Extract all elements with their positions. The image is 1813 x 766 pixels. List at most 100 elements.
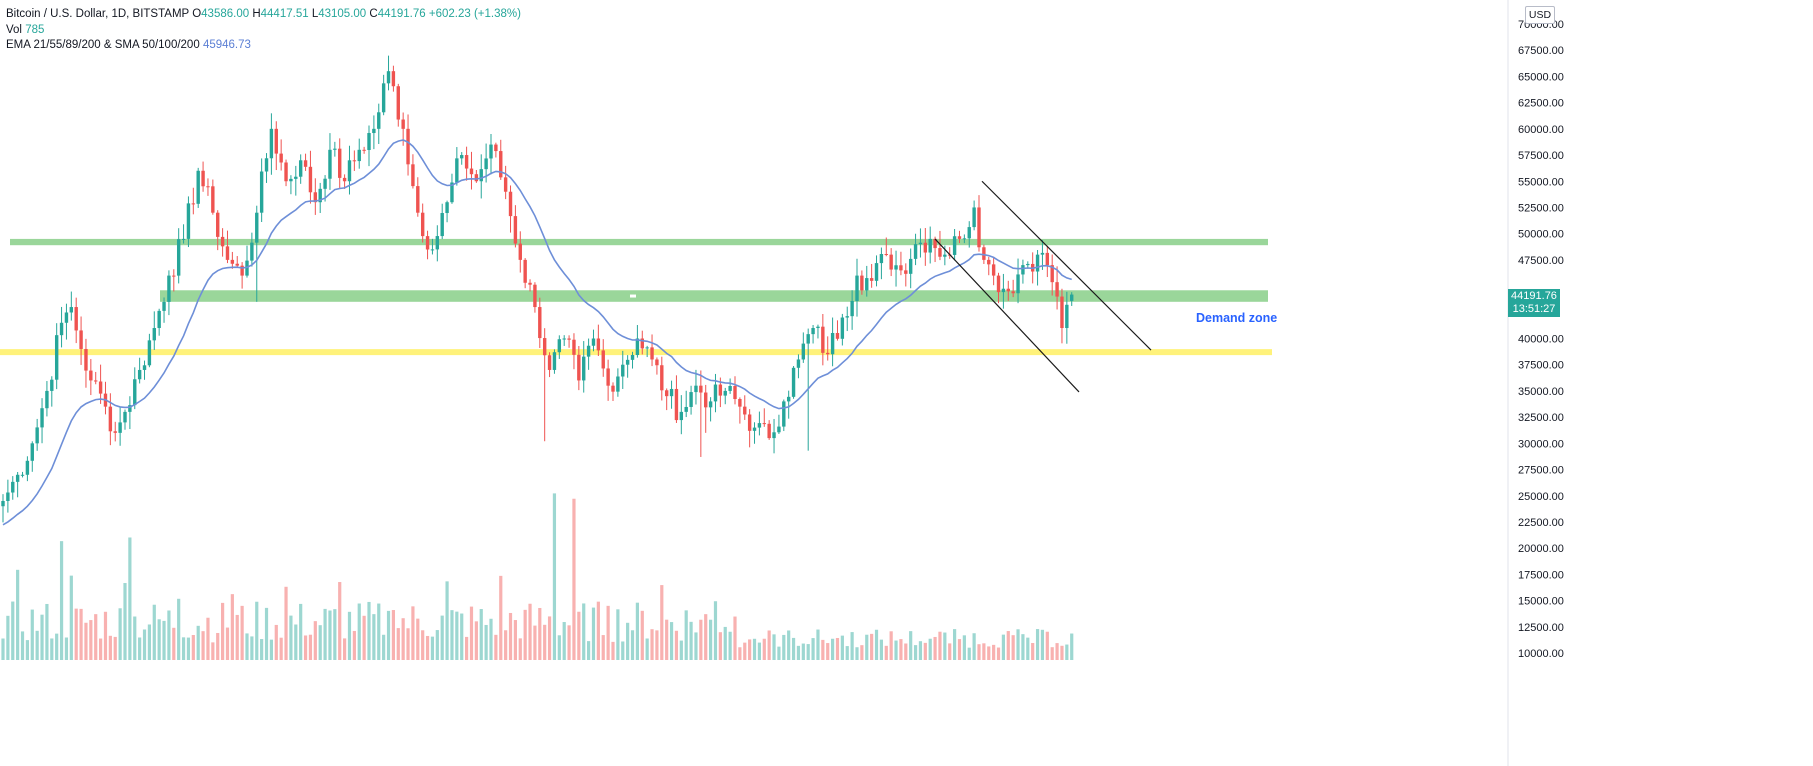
candle-body [811,328,815,335]
volume-bar [211,642,215,660]
candle-body [386,71,391,84]
volume-bar [474,621,478,660]
candle-body [294,176,298,179]
volume-bar [308,634,313,660]
volume-bar [650,629,654,660]
candle-body [528,282,532,285]
high-value: 44417.51 [260,8,309,20]
legend-volume-row[interactable]: Vol 785 [6,23,521,39]
volume-bar [1016,629,1020,660]
close-value: 44191.76 [377,8,426,20]
candle-body [1,500,5,507]
legend-ema-row[interactable]: EMA 21/55/89/200 & SMA 50/100/200 45946.… [6,38,521,54]
volume-bar [572,498,576,660]
volume-bar [645,638,649,660]
volume-bar [313,621,317,660]
candle-body [313,192,318,203]
last-price-tag: 44191.76 13:51:27 [1508,289,1560,317]
candle-body [830,332,835,355]
candle-body [98,381,103,394]
volume-bar [450,610,454,660]
candle-body [484,158,488,170]
volume-bar [177,598,181,660]
candle-body [513,216,518,244]
volume-bar [1035,629,1040,660]
candle-body [181,238,186,240]
volume-bar [665,619,669,660]
volume-bar [167,610,171,660]
price-tick-label: 40000.00 [1518,334,1564,346]
volume-bar [992,644,996,660]
volume-bar [694,632,698,660]
volume-bar [303,635,308,660]
demand-zone [160,290,1268,302]
candle-body [411,164,415,187]
volume-bar [59,541,64,660]
candle-body [547,355,552,370]
volume-bar [762,638,766,660]
volume-bar [538,607,542,660]
candle-body [752,427,757,431]
volume-bar [616,609,620,660]
candle-body [333,148,337,150]
volume-bar [99,638,103,660]
candle-body [723,390,727,396]
candle-body [494,144,498,152]
candle-body [991,264,996,276]
candle-body [206,186,210,188]
volume-bar [25,640,29,660]
candle-body [328,149,332,179]
candle-body [772,432,776,439]
candle-body [6,492,10,501]
candle-body [474,174,479,182]
volume-bar [840,635,844,660]
candle-body [591,338,596,346]
candle-body [782,401,786,427]
volume-bar [660,585,664,660]
volume-bar [567,625,571,660]
volume-bar [30,609,34,660]
candle-body [884,254,888,256]
candle-body [50,379,54,391]
candle-body [533,284,537,308]
volume-bar [269,639,273,660]
volume-bar [562,622,566,660]
candle-body [342,177,347,182]
candle-body [562,338,566,340]
candle-body [401,119,405,129]
legend-ohlc-row: Bitcoin / U.S. Dollar, 1D, BITSTAMP O435… [6,7,521,23]
volume-bar [596,601,600,660]
volume-bar [1,638,5,660]
candle-body [699,385,703,393]
candle-body [284,162,288,182]
candle-body [298,160,303,177]
candle-body [489,144,493,159]
demand-zone-label: Demand zone [1196,311,1278,325]
candle-body [338,148,342,178]
currency-button[interactable]: USD [1525,6,1555,24]
candle-body [69,307,74,313]
volume-bar [811,638,815,660]
price-tick-label: 32500.00 [1518,412,1564,424]
price-tick-label: 10000.00 [1518,648,1564,660]
volume-bar [772,634,776,660]
volume-bar [79,608,83,660]
volume-bar [40,614,44,660]
candle-body [962,238,967,240]
candle-body [367,133,371,151]
candle-body [137,369,142,380]
volume-bar [94,614,98,660]
symbol-title[interactable]: Bitcoin / U.S. Dollar, 1D, BITSTAMP [6,8,189,20]
candle-body [230,259,235,264]
volume-bar [752,638,757,660]
candle-body [1060,296,1064,329]
candle-body [162,301,166,311]
candle-body [826,352,830,355]
volume-bar [411,606,415,660]
candle-body [1011,291,1015,294]
candle-body [577,354,581,381]
volume-bar [1001,634,1005,660]
candle-body [11,481,15,493]
